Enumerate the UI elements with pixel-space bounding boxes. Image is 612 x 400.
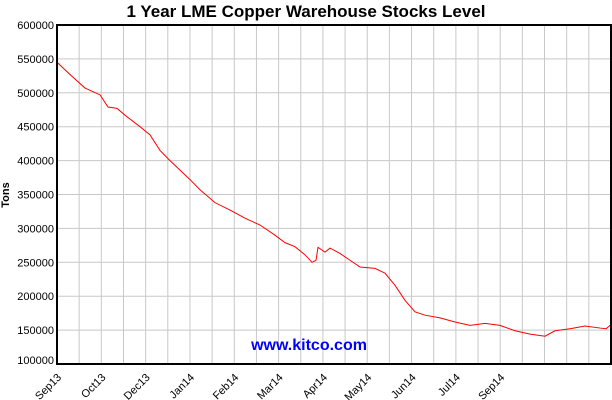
x-tick-label: Jun14 (389, 372, 419, 400)
x-tick-label: Feb14 (211, 372, 242, 400)
x-tick-label: Sep14 (476, 372, 507, 400)
x-tick-label: Mar14 (255, 372, 286, 400)
x-tick-label: Jan14 (167, 372, 197, 400)
y-tick-label: 500000 (17, 88, 54, 100)
x-tick-label: Oct13 (79, 372, 108, 400)
y-tick-label: 100000 (17, 355, 54, 367)
y-tick-label: 300000 (17, 223, 54, 235)
watermark: www.kitco.com (250, 337, 367, 354)
y-tick-label: 550000 (17, 54, 54, 66)
y-tick-label: 250000 (17, 257, 54, 269)
y-tick-label: 150000 (17, 325, 54, 337)
plot-frame (56, 24, 612, 365)
y-tick-label: 450000 (17, 122, 54, 134)
y-tick-label: 350000 (17, 190, 54, 202)
x-tick-label: Jul14 (436, 372, 463, 399)
x-tick-label: Apr14 (301, 372, 330, 400)
x-tick-label: Sep13 (33, 372, 64, 400)
y-axis-label: Tons (0, 182, 12, 207)
series-line (56, 61, 612, 337)
y-tick-label: 400000 (17, 156, 54, 168)
y-tick-label: 600000 (17, 20, 54, 32)
y-tick-label: 200000 (17, 291, 54, 303)
x-tick-label: May14 (343, 372, 375, 400)
chart-title: 1 Year LME Copper Warehouse Stocks Level (126, 2, 486, 21)
x-tick-label: Dec13 (122, 372, 153, 400)
